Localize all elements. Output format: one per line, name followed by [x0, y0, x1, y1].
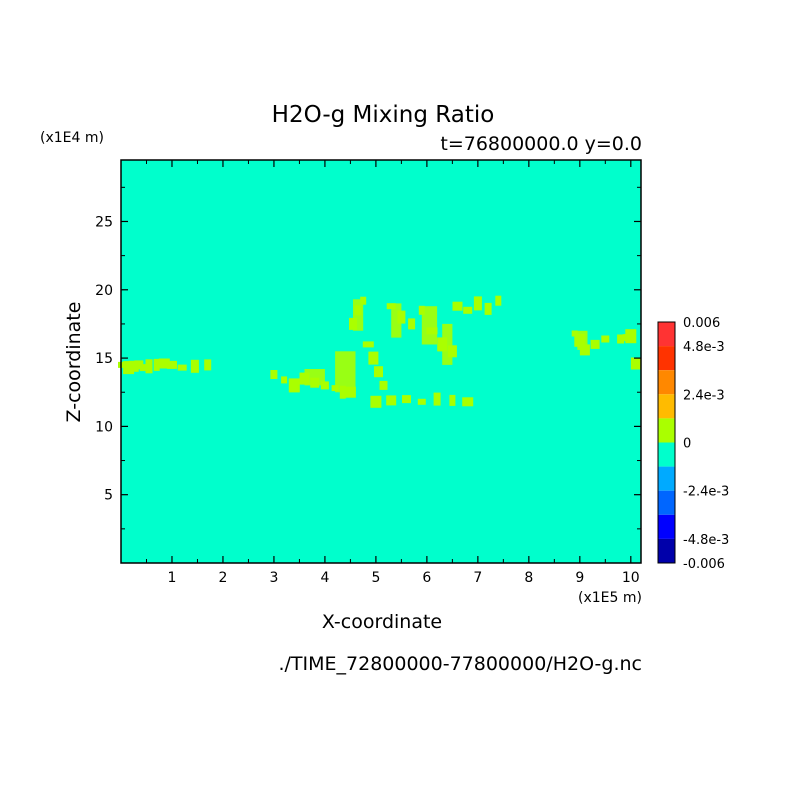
- heatmap-cell: [617, 334, 625, 344]
- heatmap-cell: [630, 357, 641, 370]
- colorbar-segment: [658, 370, 675, 395]
- colorbar-label: -4.8e-3: [683, 533, 729, 548]
- colorbar-segment: [658, 394, 675, 419]
- colorbar-frame: [657, 321, 676, 564]
- heatmap-cell: [374, 366, 383, 378]
- x-tick-label: 8: [524, 570, 533, 586]
- y-tick-label: 25: [95, 214, 113, 230]
- x-tick-label: 5: [371, 570, 380, 586]
- plot-area: [118, 160, 641, 563]
- heatmap-cell: [417, 398, 426, 405]
- heatmap-cell: [204, 359, 212, 371]
- heatmap-cell: [123, 361, 135, 375]
- heatmap-cell: [473, 296, 482, 311]
- heatmap-cell: [370, 395, 382, 408]
- file-path-label: ./TIME_72800000-77800000/H2O-g.nc: [278, 653, 642, 675]
- colorbar-label: 0.006: [683, 316, 720, 331]
- heatmap-cell: [353, 299, 364, 331]
- heatmap-cell: [408, 318, 416, 330]
- heatmap-cell: [463, 306, 473, 314]
- heatmap-cell: [153, 358, 160, 371]
- heatmap-cell: [391, 303, 402, 338]
- heatmap-cell: [190, 359, 199, 373]
- heatmap-cell: [270, 370, 278, 379]
- axes: 1 2 3 4 5 6 7 8 9 10 5 10 15 20 25: [95, 159, 642, 586]
- x-tick-label: 2: [218, 570, 227, 586]
- x-tick-label: 10: [622, 570, 640, 586]
- heatmap-cell: [402, 395, 411, 404]
- colorbar-segment: [658, 346, 675, 371]
- heatmap-cell: [128, 360, 139, 372]
- heatmap-cell: [304, 369, 325, 386]
- heatmap-cell: [462, 397, 474, 407]
- colorbar-segment: [658, 442, 675, 467]
- x-tick-label: 3: [269, 570, 278, 586]
- heatmap-cell: [452, 301, 463, 311]
- heatmap-cell: [139, 364, 148, 372]
- colorbar-label: 4.8e-3: [683, 340, 725, 355]
- colorbar-segment: [658, 514, 675, 539]
- chart-subtitle: t=76800000.0 y=0.0: [440, 133, 642, 155]
- colorbar-segment: [658, 466, 675, 491]
- colorbar-segment: [658, 538, 675, 563]
- y-tick-label: 20: [95, 283, 113, 299]
- heatmap-cell: [571, 330, 578, 337]
- colorbar-segment: [658, 418, 675, 443]
- heatmap-cell: [167, 360, 177, 369]
- heatmap-cell: [433, 392, 441, 406]
- colorbar-label: 0: [683, 437, 691, 452]
- heatmap-cell: [577, 330, 588, 350]
- colorbar-label: -2.4e-3: [683, 485, 729, 500]
- heatmap-cell: [158, 358, 170, 369]
- plot-background: [121, 160, 641, 563]
- heatmap-cell: [601, 335, 610, 343]
- heatmap-cell: [442, 323, 453, 365]
- heatmap-cell: [288, 378, 300, 393]
- heatmap-cell: [379, 380, 388, 390]
- x-scale-label: (x1E5 m): [578, 590, 642, 606]
- x-axis-label: X-coordinate: [322, 611, 442, 633]
- x-tick-label: 4: [320, 570, 329, 586]
- heatmap-cell: [281, 376, 288, 384]
- chart-title: H2O-g Mixing Ratio: [272, 102, 495, 128]
- heatmap-cell: [177, 364, 187, 371]
- x-tick-label: 7: [473, 570, 482, 586]
- heatmap-cell: [368, 351, 379, 365]
- heatmap-cell: [421, 306, 438, 345]
- y-scale-label: (x1E4 m): [40, 130, 104, 146]
- plot-frame: [120, 159, 642, 564]
- x-tick-label: 6: [422, 570, 431, 586]
- x-tick-label: 9: [575, 570, 584, 586]
- heatmap-cell: [362, 341, 374, 348]
- heatmap-cell: [449, 394, 456, 406]
- y-axis-label: Z-coordinate: [63, 302, 85, 423]
- heatmap-cell: [335, 351, 356, 393]
- colorbar: 0.006 4.8e-3 2.4e-3 0 -2.4e-3 -4.8e-3 -0.006: [657, 316, 729, 572]
- heatmap-cell: [590, 339, 600, 349]
- y-tick-label: 15: [95, 351, 113, 367]
- y-tick-label: 10: [95, 419, 113, 435]
- x-tick-label: 1: [168, 570, 177, 586]
- colorbar-segment: [658, 490, 675, 515]
- colorbar-label: 2.4e-3: [683, 388, 725, 403]
- heatmap-cell: [495, 295, 502, 306]
- heatmap-cell: [145, 359, 153, 374]
- heatmap-cell: [625, 329, 637, 344]
- colorbar-segment: [658, 322, 675, 347]
- heatmap-cell: [386, 395, 397, 406]
- heatmap-cell: [134, 360, 144, 370]
- heatmap-cell: [484, 302, 492, 315]
- y-tick-label: 5: [104, 488, 113, 504]
- colorbar-label: -0.006: [683, 557, 725, 572]
